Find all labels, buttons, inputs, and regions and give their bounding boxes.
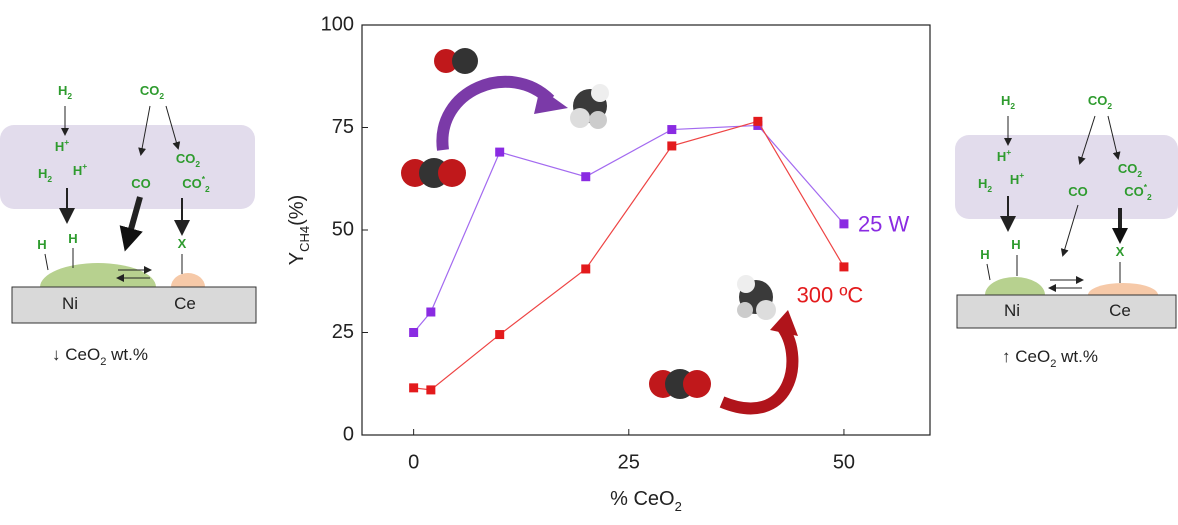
y-tick-label: 75: [332, 116, 354, 138]
diagram-label: Ni: [62, 294, 78, 313]
figure: H2CO2H+H2H+COCO2CO*2HHXNiCe↓ CeO2 wt.%H2…: [0, 0, 1178, 525]
data-point: [426, 308, 435, 317]
diagram-label-part: 2: [1107, 101, 1112, 111]
diagram-label-part: H: [73, 163, 82, 178]
diagram-label-part: H: [980, 247, 989, 262]
diagram-label: CO2: [140, 83, 165, 101]
y-tick-label: 50: [332, 218, 354, 240]
diagram-label-part: CO: [131, 176, 151, 191]
data-point: [581, 264, 590, 273]
diagram-label-part: 2: [1147, 192, 1152, 202]
diagram-label-part: H: [1011, 237, 1020, 252]
diagram-label-part: X: [1116, 244, 1125, 259]
diagram-label: H: [980, 247, 989, 262]
y-axis-label-part: (%): [286, 195, 308, 226]
series-label: 300 ºC: [797, 283, 864, 308]
diagram-label-part: H: [1001, 93, 1010, 108]
data-point: [409, 328, 418, 337]
data-point: [667, 125, 676, 134]
diagram-label-part: +: [1019, 170, 1024, 180]
diagram-label-part: ↓ CeO: [52, 345, 100, 364]
data-point: [495, 330, 504, 339]
diagram-label: X: [1116, 244, 1125, 259]
y-tick-label: 25: [332, 321, 354, 343]
diagram-label-part: H: [55, 139, 64, 154]
data-point: [409, 383, 418, 392]
diagram-label-part: CO: [1068, 184, 1088, 199]
series-label: 25 W: [858, 212, 910, 237]
diagram-label-part: H: [38, 166, 47, 181]
diagram-label-part: 2: [195, 159, 200, 169]
diagram-label-part: CO: [1124, 184, 1144, 199]
diagram-label-part: 2: [1010, 101, 1015, 111]
diagram-label: X: [178, 236, 187, 251]
diagram-label-part: CO: [140, 83, 160, 98]
diagram-label-part: H: [68, 231, 77, 246]
diagram-label-part: Ce: [174, 294, 196, 313]
diagram-label-part: Ni: [62, 294, 78, 313]
diagram-label-part: 2: [205, 184, 210, 194]
diagram-label-part: 2: [1137, 169, 1142, 179]
diagram-label-part: Ce: [1109, 301, 1131, 320]
diagram-label-part: wt.%: [1056, 347, 1098, 366]
diagram-label-part: X: [178, 236, 187, 251]
diagram-label: CO2: [1088, 93, 1113, 111]
diagram-label-part: CO: [1088, 93, 1108, 108]
data-point: [839, 219, 848, 228]
diagram-label-part: H: [978, 176, 987, 191]
diagram-label-part: H: [37, 237, 46, 252]
data-point: [581, 172, 590, 181]
left-diagram: [0, 106, 256, 323]
series-line: [414, 121, 844, 390]
diagram-label-part: CO: [176, 151, 196, 166]
x-axis-label-part: % CeO: [610, 488, 674, 510]
diagram-label-part: wt.%: [106, 345, 148, 364]
diagram-label-part: CO: [1118, 161, 1138, 176]
series-line: [414, 125, 844, 332]
data-point: [426, 385, 435, 394]
diagram-label-part: Ni: [1004, 301, 1020, 320]
x-tick-label: 50: [833, 451, 855, 473]
diagram-label-part: 2: [67, 91, 72, 101]
diagram-label: Ce: [174, 294, 196, 313]
diagram-label: ↑ CeO2 wt.%: [1002, 347, 1098, 369]
diagram-label-part: 2: [47, 174, 52, 184]
diagram-label-part: +: [1006, 147, 1011, 157]
y-axis-label-part: Y: [286, 252, 308, 265]
diagram-label-part: CO: [182, 176, 202, 191]
diagram-label: ↓ CeO2 wt.%: [52, 345, 148, 367]
diagram-label-part: +: [64, 137, 69, 147]
diagram-label: CO: [1068, 184, 1088, 199]
diagram-label: H: [37, 237, 46, 252]
diagram-label: H: [1011, 237, 1020, 252]
y-tick-label: 100: [321, 13, 354, 35]
plot-frame: [362, 25, 930, 435]
data-point: [753, 117, 762, 126]
diagram-label-part: +: [82, 161, 87, 171]
diagram-label-part: 2: [159, 91, 164, 101]
x-axis-label: % CeO2: [610, 488, 682, 514]
diagram-label: Ni: [1004, 301, 1020, 320]
diagram-label: H2: [1001, 93, 1015, 111]
data-point: [495, 148, 504, 157]
diagram-label-part: ↑ CeO: [1002, 347, 1050, 366]
right-diagram: [955, 116, 1178, 328]
data-point: [839, 262, 848, 271]
diagram-label-part: H: [997, 149, 1006, 164]
diagram-label: Ce: [1109, 301, 1131, 320]
diagram-label: CO: [131, 176, 151, 191]
y-tick-label: 0: [343, 423, 354, 445]
y-axis-label-part: CH4: [297, 226, 312, 252]
diagram-label-part: H: [58, 83, 67, 98]
x-tick-label: 25: [618, 451, 640, 473]
diagram-label: H2: [58, 83, 72, 101]
x-axis-label-part: 2: [675, 499, 682, 514]
diagram-label-part: H: [1010, 172, 1019, 187]
data-point: [667, 141, 676, 150]
y-axis-label: YCH4(%): [286, 195, 312, 265]
diagram-label: H: [68, 231, 77, 246]
x-tick-label: 0: [408, 451, 419, 473]
diagram-label-part: 2: [987, 184, 992, 194]
illustrations: [401, 48, 798, 408]
